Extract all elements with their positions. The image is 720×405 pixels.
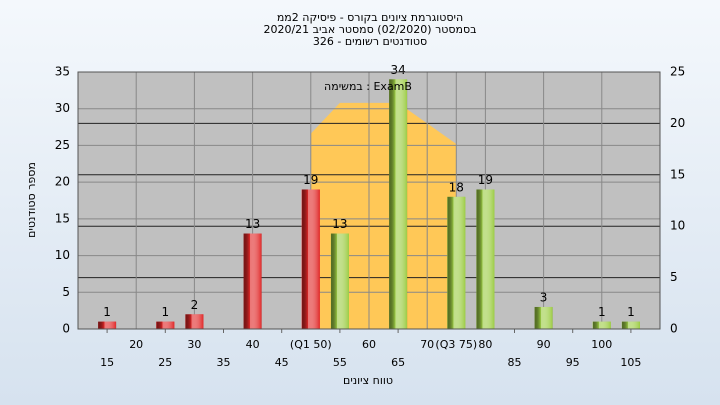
y2-tick-label: 20 bbox=[670, 116, 685, 130]
value-label: 18 bbox=[449, 180, 464, 194]
bar-shade bbox=[330, 233, 349, 329]
x-tick-label: 100 bbox=[591, 338, 612, 351]
x-tick-label: 55 bbox=[333, 356, 347, 369]
annotation: במשימה : ExamB bbox=[324, 80, 412, 93]
x-tick-label: 25 bbox=[158, 356, 172, 369]
bar-shade bbox=[476, 189, 495, 329]
y-tick-label: 15 bbox=[55, 211, 70, 225]
x-tick-label: 85 bbox=[508, 356, 522, 369]
plot-frame bbox=[77, 71, 661, 330]
x-tick-label: 35 bbox=[217, 356, 231, 369]
x-tick-label: 45 bbox=[275, 356, 289, 369]
x-tick-label: 20 bbox=[129, 338, 143, 351]
value-label: 1 bbox=[598, 305, 606, 319]
bar-shade bbox=[243, 233, 262, 329]
bar-shade bbox=[389, 79, 408, 329]
value-label: 13 bbox=[245, 217, 260, 231]
x-tick-label: 40 bbox=[246, 338, 260, 351]
y2-tick-label: 0 bbox=[670, 322, 678, 336]
value-label: 34 bbox=[390, 63, 405, 77]
bar-shade bbox=[621, 321, 640, 329]
bar-shade bbox=[98, 321, 117, 329]
chart-title: היסטוגרמת ציונים בקורס - פיסיקה 2ממ bbox=[277, 11, 463, 24]
y2-tick-label: 25 bbox=[670, 65, 685, 79]
x-tick-label: 60 bbox=[362, 338, 376, 351]
x-tick-label: 65 bbox=[391, 356, 405, 369]
y-tick-label: 30 bbox=[55, 101, 70, 115]
bar-shade bbox=[301, 189, 320, 329]
x-tick-label: 90 bbox=[537, 338, 551, 351]
x-tick-label: 105 bbox=[620, 356, 641, 369]
y-tick-label: 20 bbox=[55, 175, 70, 189]
value-label: 2 bbox=[191, 298, 199, 312]
y-tick-label: 35 bbox=[55, 65, 70, 79]
y2-tick-label: 5 bbox=[670, 270, 678, 284]
y2-tick-label: 10 bbox=[670, 219, 685, 233]
x-axis-label: טווח ציונים bbox=[343, 374, 393, 387]
chart-subtitle: בסמסטר (02/2020) סמסטר אביב 2020/21 bbox=[263, 23, 476, 36]
value-label: 1 bbox=[627, 305, 635, 319]
x-tick-label: 70 bbox=[420, 338, 434, 351]
value-label: 1 bbox=[103, 305, 111, 319]
bar-shade bbox=[185, 314, 204, 329]
x-tick-label: 15 bbox=[100, 356, 114, 369]
bar-shade bbox=[156, 321, 175, 329]
y-tick-label: 5 bbox=[62, 285, 70, 299]
y-tick-label: 10 bbox=[55, 248, 70, 262]
x-tick-label: 30 bbox=[187, 338, 201, 351]
bar-shade bbox=[592, 321, 611, 329]
x-tick-label: 95 bbox=[566, 356, 580, 369]
value-label: 19 bbox=[303, 173, 318, 187]
x-tick-label: (Q1 50) bbox=[290, 338, 332, 351]
chart-subtitle: סטודנטים רשומים - 326 bbox=[313, 35, 427, 48]
y-axis-label: מספר סטודנטים bbox=[25, 162, 38, 238]
y-tick-label: 25 bbox=[55, 138, 70, 152]
y-tick-label: 0 bbox=[62, 322, 70, 336]
value-label: 3 bbox=[540, 290, 548, 304]
bar-shade bbox=[447, 196, 466, 329]
bar-shade bbox=[534, 306, 553, 329]
value-label: 1 bbox=[161, 305, 169, 319]
value-label: 13 bbox=[332, 217, 347, 231]
value-label: 19 bbox=[478, 173, 493, 187]
x-tick-label: 80 bbox=[478, 338, 492, 351]
x-tick-label: (Q3 75) bbox=[435, 338, 477, 351]
y2-tick-label: 15 bbox=[670, 167, 685, 181]
